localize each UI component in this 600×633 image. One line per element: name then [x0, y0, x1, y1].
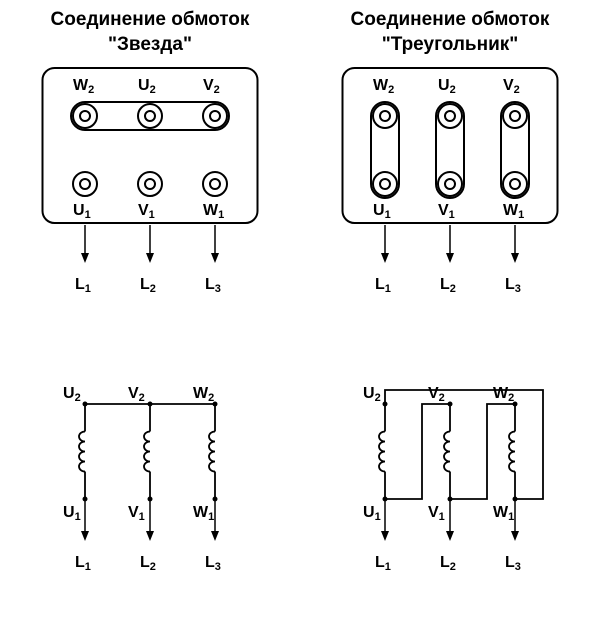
title-left-2: "Звезда" [108, 34, 192, 55]
bridge-vertical [436, 102, 464, 198]
bot-term-label: W1 [503, 202, 524, 221]
sch-line-label: L1 [75, 554, 91, 573]
terminal [438, 104, 462, 128]
sch-line-label: L3 [205, 554, 221, 573]
terminal [503, 172, 527, 196]
top-term-label: U2 [138, 77, 156, 96]
arrow-down [81, 225, 89, 263]
coil [209, 404, 215, 499]
bot-term-label: W1 [203, 202, 224, 221]
arrow-down [446, 499, 454, 541]
sch-bot-label: V1 [428, 504, 445, 523]
sch-line-label: L3 [505, 554, 521, 573]
terminal [373, 104, 397, 128]
sch-top-label: V2 [128, 385, 145, 404]
terminal [138, 104, 162, 128]
coil [509, 404, 515, 499]
sch-line-label: L1 [375, 554, 391, 573]
terminal [203, 104, 227, 128]
terminal [438, 172, 462, 196]
line-label: L1 [75, 276, 91, 295]
top-term-label: V2 [503, 77, 520, 96]
line-label: L3 [505, 276, 521, 295]
sch-line-label: L2 [440, 554, 456, 573]
top-term-label: W2 [73, 77, 94, 96]
terminal [373, 172, 397, 196]
schematic-delta: U2 V2 W2 U1 L1 V1 L2 W1 L3 [363, 385, 543, 573]
terminal-box-delta: W2 U2 V2 U1 V1 W1 L1 L2 L3 [343, 68, 558, 295]
sch-top-label: U2 [363, 385, 381, 404]
terminal-box-star: W2 U2 V2 U1 V1 W1 L1 L2 L3 [43, 68, 258, 295]
sch-bot-label: V1 [128, 504, 145, 523]
schematic-star: U2 V2 W2 U1 L1 V1 L2 W1 L3 [63, 385, 221, 573]
arrow-down [381, 499, 389, 541]
sch-bot-label: W1 [193, 504, 214, 523]
bridge-horizontal [71, 102, 229, 130]
terminal [503, 104, 527, 128]
coil [444, 404, 450, 499]
sch-bot-label: U1 [363, 504, 381, 523]
arrow-down [446, 225, 454, 263]
top-term-label: V2 [203, 77, 220, 96]
line-label: L2 [140, 276, 156, 295]
line-label: L1 [375, 276, 391, 295]
arrow-down [211, 225, 219, 263]
arrow-down [81, 499, 89, 541]
top-term-label: W2 [373, 77, 394, 96]
terminal [138, 172, 162, 196]
title-right-2: "Треугольник" [382, 34, 519, 55]
sch-line-label: L2 [140, 554, 156, 573]
coil [379, 404, 385, 499]
coil [79, 404, 85, 499]
terminal [73, 172, 97, 196]
bot-term-label: V1 [138, 202, 155, 221]
sch-top-label: U2 [63, 385, 81, 404]
sch-bot-label: U1 [63, 504, 81, 523]
bridge-vertical [371, 102, 399, 198]
terminal [203, 172, 227, 196]
arrow-down [511, 225, 519, 263]
bot-term-label: U1 [73, 202, 91, 221]
arrow-down [381, 225, 389, 263]
line-label: L3 [205, 276, 221, 295]
top-term-label: U2 [438, 77, 456, 96]
arrow-down [146, 225, 154, 263]
sch-top-label: W2 [193, 385, 214, 404]
title-left-1: Соединение обмоток [51, 9, 250, 30]
bot-term-label: U1 [373, 202, 391, 221]
bot-term-label: V1 [438, 202, 455, 221]
sch-top-label: V2 [428, 385, 445, 404]
bridge-vertical [501, 102, 529, 198]
coil [144, 404, 150, 499]
sch-top-label: W2 [493, 385, 514, 404]
terminal [73, 104, 97, 128]
arrow-down [146, 499, 154, 541]
sch-bot-label: W1 [493, 504, 514, 523]
line-label: L2 [440, 276, 456, 295]
title-right-1: Соединение обмоток [351, 9, 550, 30]
